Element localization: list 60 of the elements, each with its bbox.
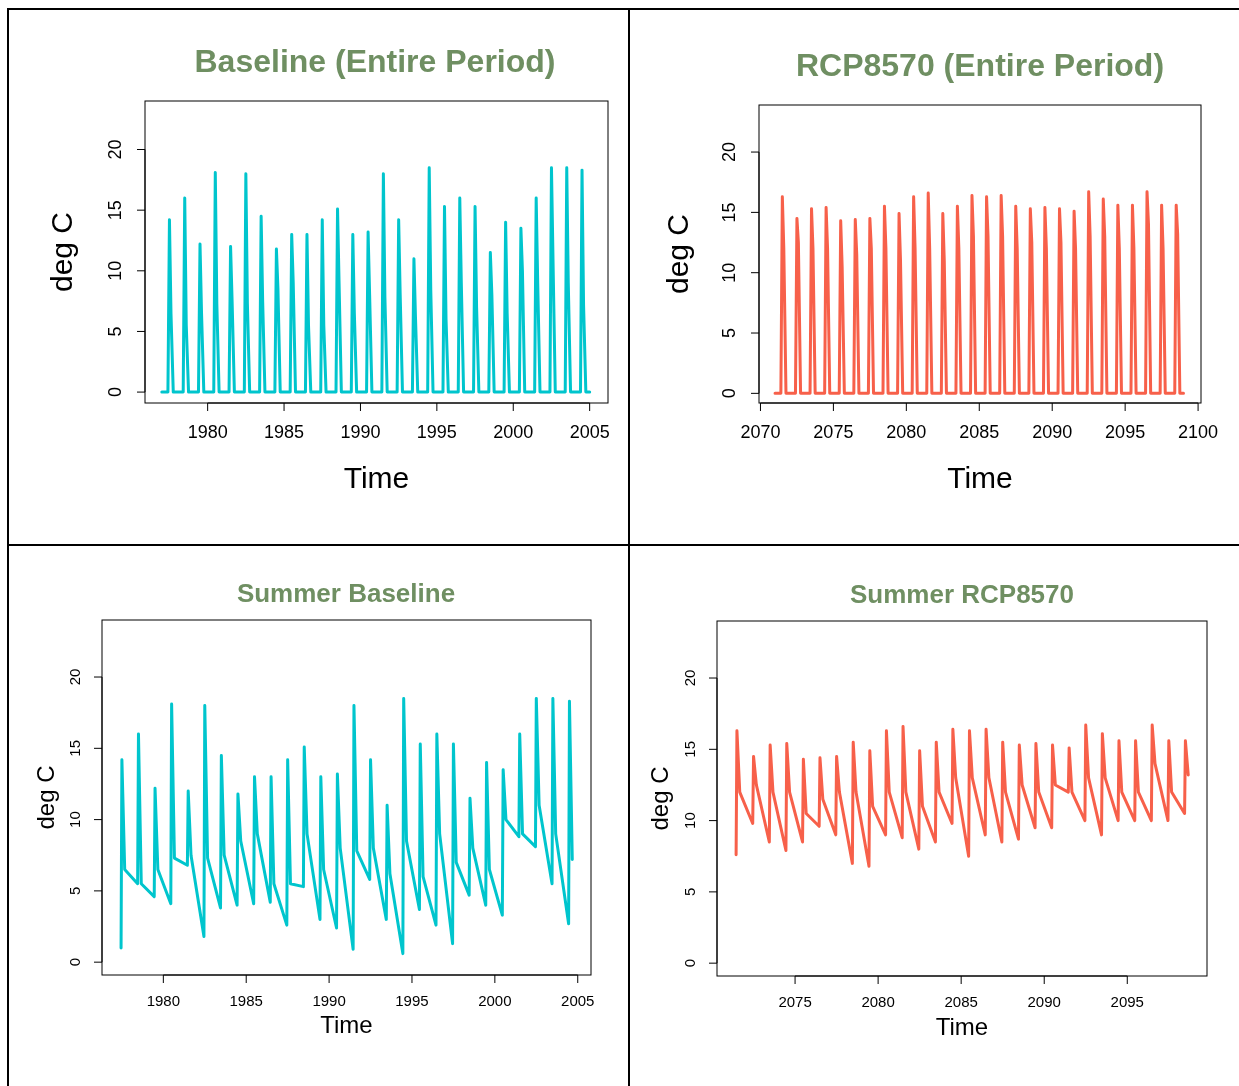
line-series xyxy=(773,190,1185,395)
x-tick-label: 2070 xyxy=(740,422,781,442)
y-axis-title: deg C xyxy=(661,213,694,295)
x-tick-label: 1985 xyxy=(264,422,305,442)
y-tick-label: 15 xyxy=(681,740,699,758)
y-tick-label: 10 xyxy=(104,260,125,281)
x-tick-label: 2085 xyxy=(959,422,1000,442)
y-tick-label: 20 xyxy=(104,139,125,160)
y-tick-label: 15 xyxy=(718,202,739,223)
y-tick-label: 0 xyxy=(66,958,84,967)
x-axis-title: Time xyxy=(343,461,410,494)
x-tick-label: 2080 xyxy=(886,422,927,442)
y-tick-label: 20 xyxy=(681,669,699,687)
x-axis-title: Time xyxy=(320,1011,373,1038)
y-tick-label: 5 xyxy=(681,887,699,897)
y-axis-title: deg C xyxy=(45,211,78,293)
chart-title: Summer Baseline xyxy=(236,578,456,608)
x-tick-label: 1980 xyxy=(187,422,228,442)
x-tick-label: 1980 xyxy=(146,991,181,1009)
x-tick-label: 1990 xyxy=(340,422,381,442)
x-axis-title: Time xyxy=(947,461,1013,494)
y-tick-label: 5 xyxy=(718,328,739,339)
y-tick-label: 15 xyxy=(104,200,125,221)
chart-title: Baseline (Entire Period) xyxy=(194,43,556,79)
x-tick-label: 2000 xyxy=(478,991,512,1009)
chart-title: RCP8570 (Entire Period) xyxy=(795,47,1165,83)
x-tick-label: 1985 xyxy=(229,991,263,1009)
line-series xyxy=(119,696,574,956)
y-tick-label: 15 xyxy=(66,739,84,757)
y-tick-label: 10 xyxy=(718,262,739,283)
line-series xyxy=(160,166,592,394)
x-tick-label: 2090 xyxy=(1027,992,1061,1010)
y-tick-label: 0 xyxy=(718,388,739,399)
y-tick-label: 10 xyxy=(681,812,699,829)
x-tick-label: 2000 xyxy=(493,422,534,442)
y-tick-label: 20 xyxy=(718,142,739,163)
x-tick-label: 2005 xyxy=(561,991,595,1009)
x-axis-title: Time xyxy=(935,1013,989,1040)
y-tick-label: 0 xyxy=(104,387,125,398)
y-axis-title: deg C xyxy=(32,765,59,830)
x-tick-label: 1990 xyxy=(312,991,346,1009)
y-tick-label: 10 xyxy=(66,811,84,828)
x-tick-label: 2095 xyxy=(1110,992,1144,1010)
x-tick-label: 2095 xyxy=(1105,422,1146,442)
x-tick-label: 2090 xyxy=(1032,422,1073,442)
x-tick-label: 2085 xyxy=(944,992,978,1010)
x-tick-label: 1995 xyxy=(395,991,429,1009)
x-tick-label: 2005 xyxy=(569,422,610,442)
x-tick-label: 2100 xyxy=(1178,422,1219,442)
y-tick-label: 5 xyxy=(104,326,125,337)
y-tick-label: 0 xyxy=(681,959,699,968)
x-tick-label: 1995 xyxy=(416,422,457,442)
x-tick-label: 2075 xyxy=(813,422,854,442)
chart-title: Summer RCP8570 xyxy=(850,579,1074,609)
x-tick-label: 2075 xyxy=(778,992,812,1010)
line-series xyxy=(734,723,1190,868)
y-axis-title: deg C xyxy=(646,766,673,831)
y-tick-label: 20 xyxy=(66,668,84,686)
x-tick-label: 2080 xyxy=(861,992,895,1010)
y-tick-label: 5 xyxy=(66,886,84,896)
